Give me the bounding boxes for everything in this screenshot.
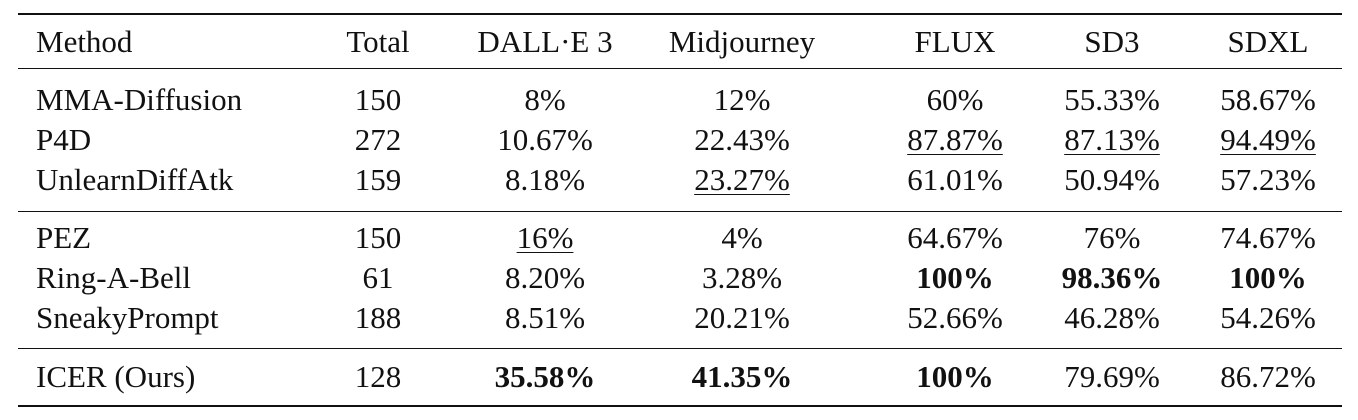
table-cell: 272 bbox=[354, 122, 402, 157]
table-cell: 61.01% bbox=[907, 162, 1003, 197]
method-name: MMA-Diffusion bbox=[36, 82, 243, 117]
table-cell: 8% bbox=[524, 82, 566, 117]
table-cell: 41.35% bbox=[691, 359, 793, 394]
method-name: PEZ bbox=[36, 220, 92, 255]
table-cell: 22.43% bbox=[694, 122, 790, 157]
table-cell: 35.58% bbox=[494, 359, 596, 394]
table-cell: 100% bbox=[916, 359, 994, 394]
table-cell: 98.36% bbox=[1061, 260, 1163, 295]
table-cell: 52.66% bbox=[907, 300, 1003, 335]
table-cell: 159 bbox=[354, 162, 402, 197]
table-cell: 3.28% bbox=[701, 260, 783, 295]
table-cell: 150 bbox=[354, 220, 402, 255]
top-rule bbox=[18, 13, 1342, 15]
table-cell: 4% bbox=[721, 220, 763, 255]
column-header: DALL·E 3 bbox=[477, 24, 613, 59]
table-cell: 74.67% bbox=[1220, 220, 1316, 255]
table-cell: 55.33% bbox=[1064, 82, 1160, 117]
bottom-rule bbox=[18, 405, 1342, 407]
table-cell: 86.72% bbox=[1220, 359, 1316, 394]
group-rule bbox=[18, 348, 1342, 349]
header-rule bbox=[18, 68, 1342, 69]
table-cell: 100% bbox=[1229, 260, 1307, 295]
table-cell: 128 bbox=[354, 359, 402, 394]
group-rule bbox=[18, 211, 1342, 212]
table-cell: 57.23% bbox=[1220, 162, 1316, 197]
table-cell: 150 bbox=[354, 82, 402, 117]
table-cell: 46.28% bbox=[1064, 300, 1160, 335]
table-cell: 8.51% bbox=[504, 300, 586, 335]
table-cell: 16% bbox=[516, 220, 574, 255]
method-name: SneakyPrompt bbox=[36, 300, 219, 335]
table-cell: 188 bbox=[354, 300, 402, 335]
table-cell: 12% bbox=[713, 82, 771, 117]
column-header: SD3 bbox=[1084, 24, 1140, 59]
table-cell: 87.13% bbox=[1064, 122, 1160, 157]
table-cell: 8.18% bbox=[504, 162, 586, 197]
table-cell: 23.27% bbox=[694, 162, 790, 197]
method-name: P4D bbox=[36, 122, 92, 157]
table-cell: 10.67% bbox=[497, 122, 593, 157]
table-cell: 79.69% bbox=[1064, 359, 1160, 394]
method-name: ICER (Ours) bbox=[36, 359, 196, 394]
column-header: Total bbox=[346, 24, 410, 59]
table-cell: 54.26% bbox=[1220, 300, 1316, 335]
column-header: Method bbox=[36, 24, 133, 59]
method-name: Ring-A-Bell bbox=[36, 260, 191, 295]
table-cell: 61 bbox=[362, 260, 394, 295]
method-name: UnlearnDiffAtk bbox=[36, 162, 234, 197]
column-header: Midjourney bbox=[668, 24, 816, 59]
table-cell: 100% bbox=[916, 260, 994, 295]
table-cell: 8.20% bbox=[504, 260, 586, 295]
table-cell: 76% bbox=[1083, 220, 1141, 255]
table-cell: 60% bbox=[926, 82, 984, 117]
table-cell: 94.49% bbox=[1220, 122, 1316, 157]
table-cell: 64.67% bbox=[907, 220, 1003, 255]
table-cell: 87.87% bbox=[907, 122, 1003, 157]
table-cell: 50.94% bbox=[1064, 162, 1160, 197]
table-cell: 20.21% bbox=[694, 300, 790, 335]
table-cell: 58.67% bbox=[1220, 82, 1316, 117]
column-header: FLUX bbox=[914, 24, 996, 59]
column-header: SDXL bbox=[1227, 24, 1309, 59]
